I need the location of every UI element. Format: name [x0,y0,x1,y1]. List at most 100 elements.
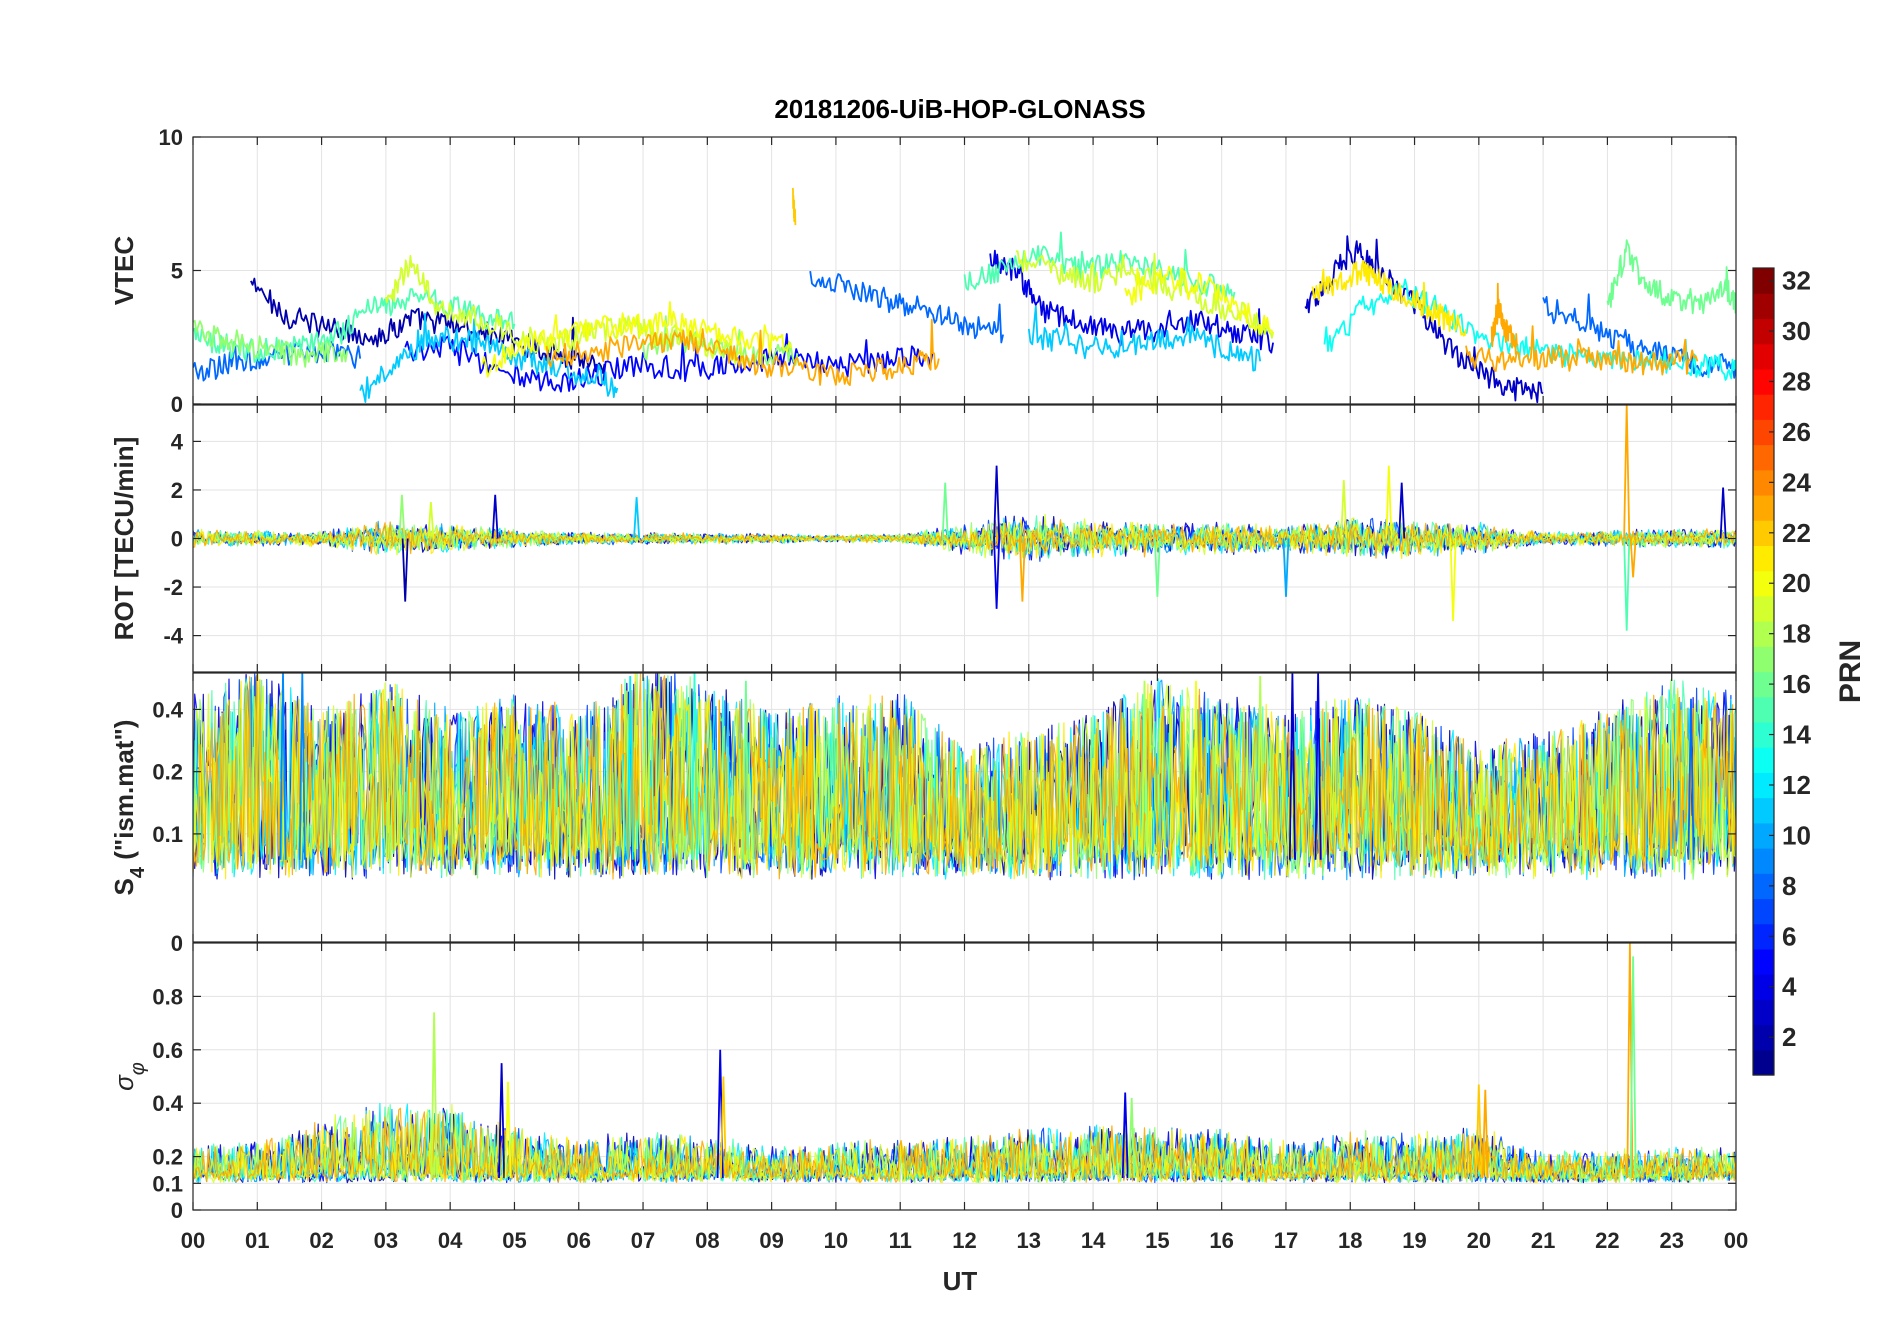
rot-ytick-label: -2 [163,575,183,600]
x-tick-label: 07 [631,1228,655,1253]
colorbar-segment [1753,621,1774,647]
colorbar-segment [1753,822,1774,849]
s4-ylabel: S4 ("ism.mat") [109,720,149,896]
sigma_phi-spike [1121,1092,1129,1179]
colorbar-segment [1753,343,1774,370]
s4-panel: 0.10.20.4S4 ("ism.mat") [109,672,1737,943]
sigma_phi-ytick-label: 0 [171,1198,183,1223]
rot-spike [1282,538,1290,597]
colorbar-segment [1753,848,1774,874]
s4-spike [1141,680,1148,860]
colorbar-label: PRN [1834,640,1867,703]
colorbar-frame [1752,267,1775,1076]
s4-spike [279,673,287,860]
s4-spike [1256,675,1264,860]
x-tick-label: 06 [567,1228,591,1253]
x-tick-label: 00 [181,1228,205,1253]
colorbar-tick-label: 16 [1782,669,1811,699]
colorbar-tick-label: 30 [1782,316,1811,346]
chart-title: 20181206-UiB-HOP-GLONASS [774,94,1145,124]
x-tick-label: 09 [759,1228,783,1253]
rot-spike [1340,480,1348,539]
x-tick-label: 00 [1724,1228,1748,1253]
rot-spike [633,497,641,539]
colorbar-segment [1753,494,1774,521]
s4-ylabel-main: S [109,878,139,895]
rot-ytick-label: 4 [171,429,184,454]
rot-spike [398,494,406,539]
vtec-series-prn-16 [1606,239,1736,315]
vtec-series-prn-15 [963,231,1236,302]
s4-spike [298,673,306,860]
rot-spike [993,538,1001,609]
rot-spike [1018,538,1026,602]
sigma_phi-ytick-label: 0.8 [152,984,183,1009]
vtec-series-prn-17 [642,315,799,366]
colorbar-tick-label: 32 [1782,266,1811,296]
vtec-series-prn-20 [1124,265,1274,335]
x-tick-label: 14 [1081,1228,1106,1253]
s4-spike [1288,673,1296,860]
colorbar-segment [1753,318,1774,345]
rot-spike [1153,538,1161,597]
vtec-panel: 0 5 10 VTEC [109,125,1737,417]
x-tick-label: 20 [1467,1228,1491,1253]
x-tick-label: 13 [1017,1228,1041,1253]
colorbar-segment [1753,1024,1774,1051]
s4-spike [742,680,750,860]
sigma_phi-ylabel-main: σ [109,1074,139,1091]
colorbar-segment [1753,570,1774,597]
vtec-series-prn-23 [1490,282,1519,355]
rot-spike [941,482,949,539]
vtec-series-prn-11 [359,312,619,404]
s4-ylabel-rest: ("ism.mat") [109,720,139,867]
s4-plot-area [193,673,1736,881]
x-axis: 00 01 02 03 04 05 06 07 08 09 10 11 12 13 14 15 16 17 18 19… [181,1228,1748,1253]
x-tick-label: 21 [1531,1228,1555,1253]
rot-spike [993,465,1001,539]
rot-trace-prn-21 [193,519,1736,560]
s4-ytick-label: 0.4 [152,697,183,722]
rot-ytick-label: 0 [171,527,183,552]
s4-spike [626,675,634,860]
colorbar-tick-label: 12 [1782,770,1811,800]
vtec-ylabel: VTEC [109,236,139,306]
sigma_phi-ytick-label: 0.2 [152,1145,183,1170]
colorbar-segment [1753,368,1774,395]
colorbar-segment [1753,394,1774,420]
colorbar-segment [1753,999,1774,1026]
rot-plot-area [193,405,1736,631]
rot-spike [491,494,499,539]
vtec-series-prn-21 [1311,259,1467,337]
colorbar-segment [1753,671,1774,698]
x-tick-label: 05 [502,1228,526,1253]
colorbar-segment [1753,898,1774,925]
sigma_phi-spike [504,1081,512,1179]
vtec-ytick-label: 10 [159,125,183,150]
sigma_phi-corner-tick-label: 0 [171,931,183,956]
vtec-series-prn-23 [545,318,940,387]
colorbar-segment [1753,595,1774,622]
rot-spike [1398,482,1406,539]
colorbar-segment [1753,419,1774,446]
rot-spike [427,502,435,539]
s4-trace-prn-23 [193,673,1736,880]
x-tick-label: 02 [309,1228,333,1253]
x-tick-label: 12 [952,1228,976,1253]
x-tick-label: 04 [438,1228,463,1253]
rot-spike [401,538,409,602]
x-tick-label: 18 [1338,1228,1362,1253]
sigma_phi-ylabel: σφ [109,1062,149,1091]
colorbar-segment [1753,444,1774,471]
s4-spike [806,704,814,860]
sigma_phi-trace-prn-15 [193,1104,1736,1184]
colorbar-tick-label: 6 [1782,921,1796,951]
colorbar-segment [1753,948,1774,975]
colorbar-segment [1753,873,1774,900]
rot-spike [1623,538,1631,631]
x-tick-label: 15 [1145,1228,1169,1253]
sigma_phi-spike [719,1076,727,1179]
colorbar-tick-label: 26 [1782,417,1811,447]
x-tick-label: 08 [695,1228,719,1253]
